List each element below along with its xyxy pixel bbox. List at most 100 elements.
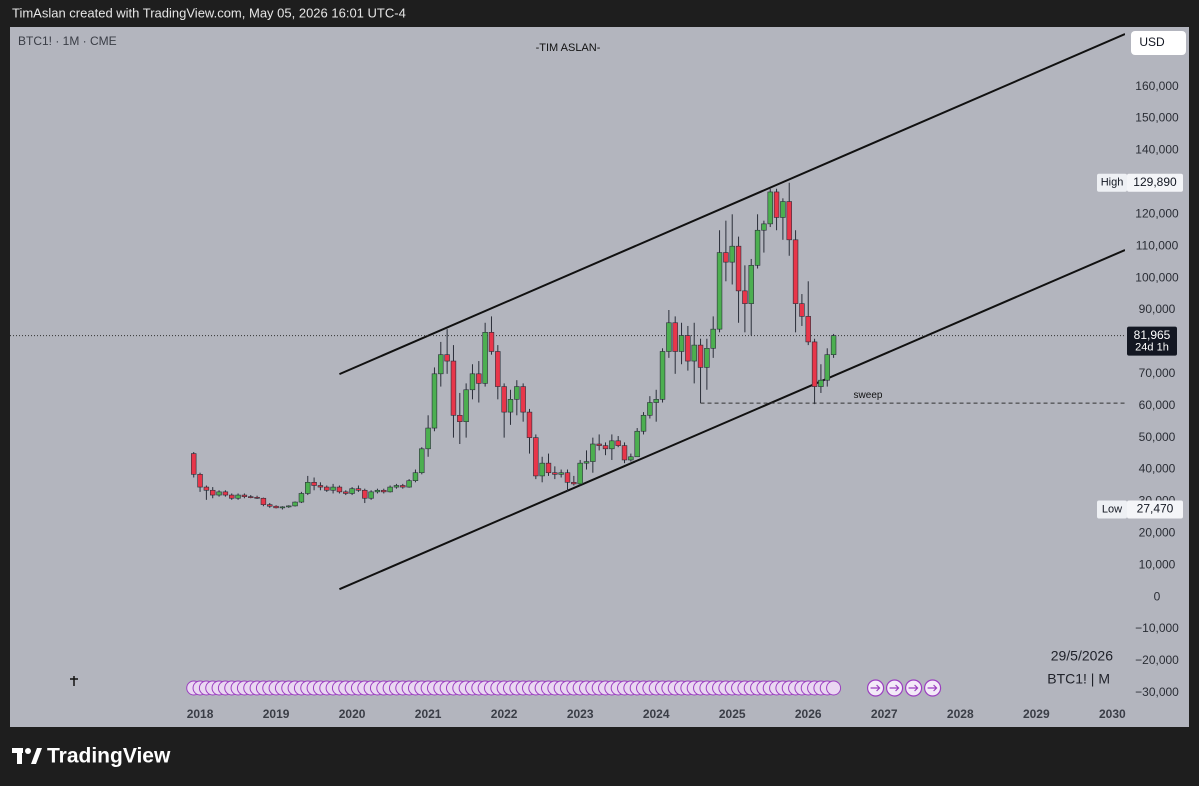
candle-body [368, 491, 374, 499]
y-tick-label: 140,000 [1135, 143, 1179, 157]
candle-body [482, 332, 488, 384]
candle-body [792, 239, 799, 304]
candle-body [324, 486, 330, 491]
rollover-marker [826, 680, 842, 696]
candle-body [520, 386, 526, 413]
candle-body [229, 494, 235, 499]
x-tick-label: 2018 [187, 707, 214, 721]
y-tick-label: 110,000 [1136, 238, 1179, 252]
x-tick-label: 2028 [947, 707, 974, 721]
candle-body [533, 437, 539, 477]
y-tick-label: 160,000 [1135, 79, 1179, 93]
chart-title: -TIM ASLAN- [536, 42, 601, 54]
candle-body [716, 252, 723, 330]
footer-brand: TradingView [47, 745, 171, 768]
x-tick-label: 2026 [795, 707, 822, 721]
candle-body [431, 373, 438, 429]
candle-body [400, 485, 406, 488]
candle-body [621, 445, 628, 461]
candle-body [488, 332, 495, 352]
candle-body [241, 494, 248, 497]
candle-body [298, 493, 305, 503]
candle-body [780, 201, 786, 218]
candle-body [761, 223, 767, 231]
candle-body [697, 344, 704, 368]
candle-body [799, 303, 805, 317]
y-tick-label: 90,000 [1139, 302, 1176, 316]
candle-body [710, 328, 716, 349]
candle-body [267, 504, 273, 507]
candle-body [647, 402, 653, 416]
candle-body [678, 335, 685, 352]
candle-body [659, 351, 666, 400]
candle-body [216, 491, 222, 496]
candle-body [292, 501, 298, 507]
y-tick-label: −30,000 [1135, 685, 1179, 699]
candle-body [609, 440, 615, 450]
y-tick-label: −20,000 [1135, 653, 1179, 667]
currency-button[interactable] [1131, 31, 1186, 55]
y-tick-label: 50,000 [1139, 430, 1176, 444]
candle-body [286, 505, 292, 508]
channel-line [339, 249, 1125, 591]
candle-body [558, 472, 564, 475]
candle-body [191, 453, 197, 475]
candle-body [602, 445, 609, 450]
currency-label[interactable]: USD [1139, 35, 1165, 49]
y-tick-label: −10,000 [1135, 621, 1179, 635]
candle-body [640, 414, 647, 432]
candle-body [590, 443, 596, 462]
candle-body [691, 344, 697, 362]
candle-body [469, 373, 476, 391]
candle-body [742, 290, 748, 304]
candle-body [685, 335, 691, 362]
candle-body [723, 252, 729, 263]
candle-body [279, 506, 286, 509]
low-value-label: 27,470 [1137, 502, 1174, 516]
last-price-box [1127, 326, 1177, 356]
candle-body [754, 229, 761, 266]
candle-body [824, 354, 830, 381]
candle-body [387, 486, 393, 493]
candle-body [773, 191, 780, 218]
x-tick-label: 2030 [1099, 707, 1126, 721]
future-marker-arrow [908, 684, 919, 692]
candle-body [811, 341, 818, 387]
countdown-label: 24d 1h [1135, 342, 1169, 354]
symbol-info: BTC1! · 1M · CME [18, 34, 117, 48]
x-tick-label: 2023 [567, 707, 594, 721]
y-tick-label: 70,000 [1139, 366, 1176, 380]
future-marker-arrow [870, 684, 881, 692]
candle-body [311, 481, 317, 486]
candle-body [552, 472, 558, 475]
candle-body [526, 411, 533, 438]
candle-body [203, 486, 210, 491]
rollover-markers [186, 679, 942, 697]
pin-icon[interactable] [70, 676, 78, 686]
candle-body [634, 430, 640, 458]
low-tag [1097, 500, 1127, 519]
candle-body [450, 360, 457, 416]
candle-body [419, 448, 425, 474]
candle-body [343, 491, 349, 494]
candle-body [786, 201, 792, 241]
candle-body [349, 488, 355, 494]
candle-body [330, 486, 336, 491]
y-tick-label: 60,000 [1139, 398, 1176, 412]
candle-body [210, 489, 216, 496]
candle-body [735, 245, 742, 292]
candle-body [374, 489, 381, 493]
candle-body [362, 489, 368, 499]
candle-body [596, 443, 602, 446]
candle-body [336, 486, 343, 493]
candle-body [729, 245, 735, 263]
candle-body [305, 481, 311, 494]
candle-body [381, 489, 387, 493]
candle-body [628, 456, 634, 461]
candle-body [438, 354, 444, 375]
candle-body [501, 386, 507, 413]
candle-body [235, 494, 241, 499]
candle-body [514, 386, 520, 400]
y-tick-label: 40,000 [1139, 462, 1176, 476]
